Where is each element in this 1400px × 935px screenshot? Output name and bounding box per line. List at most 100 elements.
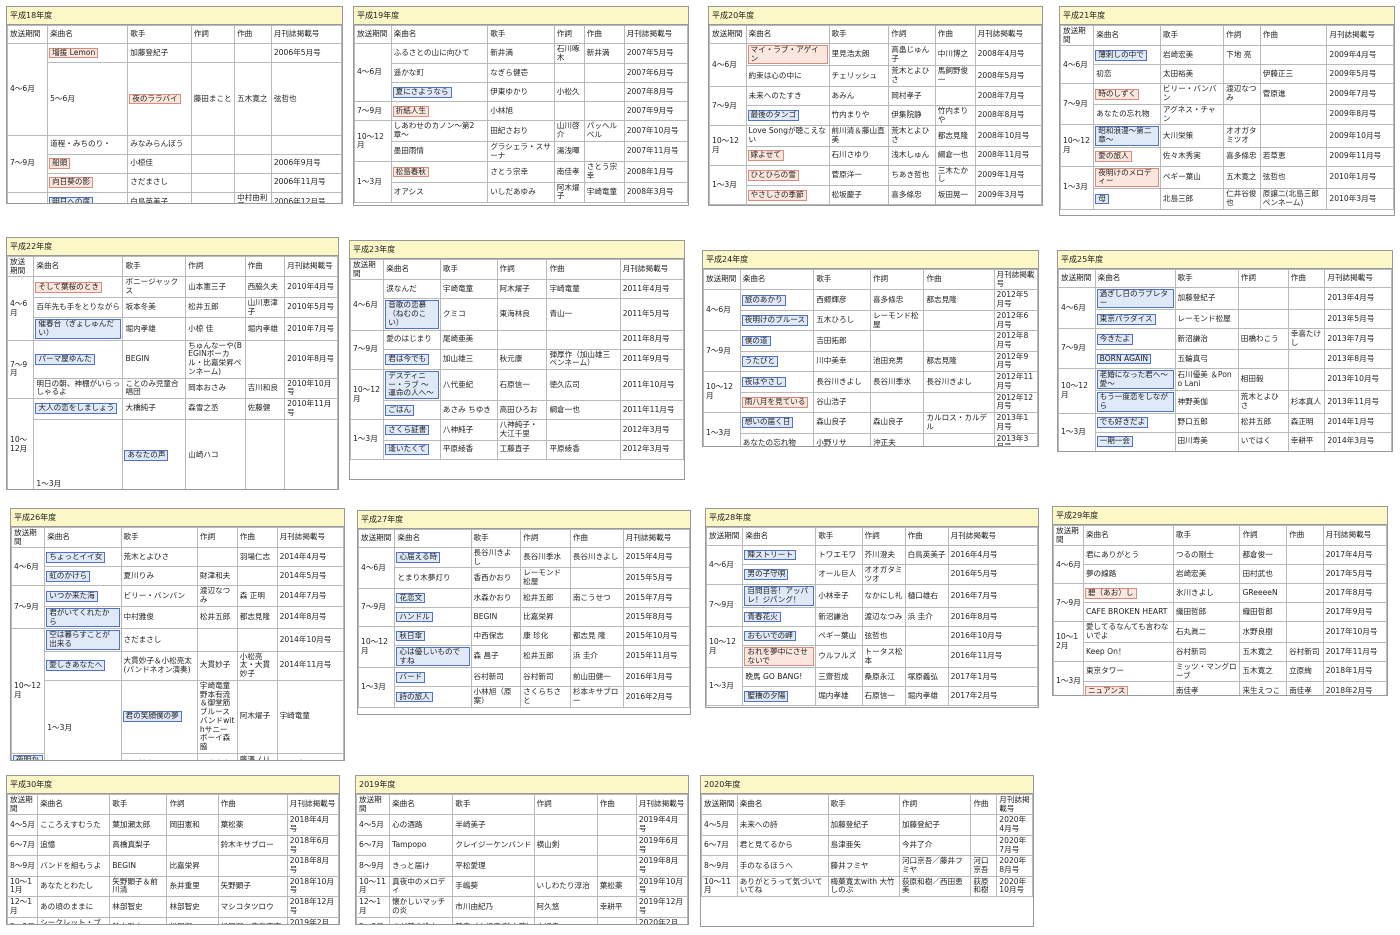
song-title-cell: 碧（あお）し bbox=[1082, 583, 1174, 604]
table-row: 雨八月を見ている 谷山浩子 2012年12月号 bbox=[704, 391, 1038, 414]
issue-cell: 2013年1月号 bbox=[993, 412, 1038, 434]
lyricist-cell: 岡本おさみ bbox=[185, 377, 246, 400]
period-cell: 7〜9月 bbox=[706, 584, 744, 627]
song-title-cell: 詩の旅人 bbox=[394, 686, 472, 708]
issue-cell: 2009年8月号 bbox=[1326, 103, 1394, 126]
song-title-cell: Keep On！ bbox=[1082, 641, 1174, 662]
issue-cell: 2019年2月号 bbox=[286, 916, 339, 924]
lyricist-cell: 岡村孝子 bbox=[888, 85, 936, 106]
composer-cell: 竹内まりや bbox=[934, 104, 976, 127]
lyricist-cell: 渡辺なつみ bbox=[1223, 83, 1261, 105]
composer-cell bbox=[1259, 103, 1328, 126]
song-title-cell: デスティニー・ラブ 〜運命の人へ〜 bbox=[383, 369, 441, 402]
singer-cell: 平松愛理 bbox=[452, 855, 535, 877]
singer-cell: オール巨人 bbox=[815, 563, 863, 586]
lyricist-cell: 伊集院静 bbox=[888, 104, 936, 127]
song-title: 虹のかけら bbox=[46, 571, 91, 582]
table-row: 夜明けのブルース 五木ひろし レーモンド松屋 2012年6月号 bbox=[704, 309, 1038, 332]
song-title-cell: でも好きだよ bbox=[1094, 412, 1176, 433]
table-row: とまり木夢灯り 香西かおり レーモンド松屋 2015年5月号 bbox=[359, 567, 690, 589]
table-row: おれを夢中にさせないで ウルフルズ トータス松本 2016年11月号 bbox=[707, 644, 1038, 669]
song-title: ニュアンス bbox=[1084, 685, 1129, 695]
song-title: 時のしずく bbox=[1095, 88, 1140, 100]
table-row: 4〜6月 増援 Lemon 加藤登紀子 2006年5月号 bbox=[7, 43, 342, 136]
song-title: 追憶 bbox=[40, 840, 56, 850]
issue-cell: 2011年11月号 bbox=[619, 400, 684, 421]
lyricist-cell: 康 珍化 bbox=[520, 625, 571, 646]
panel-title: 平成29年度 bbox=[1053, 507, 1387, 525]
issue-cell: 2016年1月号 bbox=[622, 667, 690, 688]
song-title: 想いの届く日 bbox=[741, 417, 794, 429]
year-panel: 平成30年度 放送期間 楽曲名 歌手 作詞 作曲 月刊誌掲載号 4〜5月 こころえすむうた 葉加瀬… bbox=[6, 775, 340, 925]
song-title: 愛してるなんても言わないでよ bbox=[1085, 622, 1169, 641]
lyricist-cell bbox=[244, 418, 286, 489]
singer-cell: 高橋真梨子 bbox=[109, 834, 168, 857]
period-cell: 10〜11月 bbox=[7, 875, 39, 898]
panel-title: 平成25年度 bbox=[1058, 251, 1392, 269]
singer-cell: 小林旭（原案） bbox=[470, 686, 522, 708]
composer-cell: 荻原和樹 bbox=[970, 875, 998, 898]
composer-cell: 塚原義弘 bbox=[904, 667, 949, 688]
composer-cell: 矢野顕子 bbox=[217, 875, 288, 898]
lyricist-cell: 森雪之丞 bbox=[185, 398, 246, 420]
song-title: 空は暮らすことが出来る bbox=[46, 630, 120, 650]
song-title: バンドを組もうよ bbox=[40, 860, 102, 870]
table-row: うたびと 川中美幸 池田充男 都志見隆 2012年9月号 bbox=[704, 350, 1038, 373]
song-title: いつか来た海 bbox=[46, 590, 98, 602]
period-cell: 8〜9月 bbox=[356, 855, 391, 877]
lyricist-cell: 阿木燿子 bbox=[236, 679, 278, 754]
song-title: パーマ屋ゆんた bbox=[35, 353, 95, 365]
composer-cell: 弦哲也 bbox=[270, 62, 342, 136]
lyricist-cell: 財津和夫 bbox=[196, 566, 238, 587]
lyricist-cell: 東海林良 bbox=[496, 298, 548, 331]
song-title-cell: 愛のはじまり bbox=[383, 329, 441, 350]
lyricist-cell: 比嘉栄昇 bbox=[166, 855, 219, 877]
lyricist-cell: 長谷川季水 bbox=[520, 546, 571, 569]
lyricist-cell: 河口京吾／藤井フミヤ bbox=[898, 855, 972, 877]
table-row: 1〜3月あなたの声山崎ハコ2011年1月号 bbox=[8, 418, 338, 489]
column-header: 作詞 bbox=[190, 25, 236, 44]
column-header: 作詞 bbox=[898, 793, 972, 816]
song-title: 碧（あお）し bbox=[1084, 588, 1137, 599]
composer-cell bbox=[546, 419, 621, 441]
composer-cell bbox=[596, 814, 637, 836]
year-panel: 2019年度 放送期間 楽曲名 歌手 作詞 作曲 月刊誌掲載号 4〜5月 心の酒路 半崎美子 201… bbox=[355, 775, 689, 925]
column-header: 月刊誌掲載号 bbox=[1324, 269, 1392, 288]
song-title-cell: 折紙人生 bbox=[390, 101, 489, 122]
composer-cell: 吉川和良 bbox=[244, 377, 286, 400]
singer-cell: 鈴木雅之 bbox=[109, 916, 168, 924]
table-row: 2〜3月まだ夢の途中 茂忠（小坂忠/鈴木茂）小坂忠 2020年2月号 bbox=[356, 916, 688, 924]
table-row: 夏にさようなら 伊東ゆかり 小松久 2007年8月号 bbox=[355, 82, 688, 103]
lyricist-cell: 山川啓介 bbox=[553, 120, 585, 142]
song-title: 母 bbox=[1095, 193, 1109, 205]
singer-cell: 南佳孝 bbox=[1172, 681, 1241, 695]
singer-cell: 五輪真弓 bbox=[1174, 348, 1239, 369]
song-title-cell: 虹のかけら bbox=[44, 566, 122, 587]
period-cell: 10〜12月 bbox=[1058, 367, 1096, 414]
song-title-cell: 嫁よせて bbox=[745, 145, 830, 166]
table-row: 7〜9月 折紙人生 小林旭 2007年9月号 bbox=[354, 101, 688, 122]
composer-cell bbox=[904, 563, 949, 586]
song-title-cell: 増援 Lemon bbox=[47, 43, 129, 63]
composer-cell bbox=[970, 814, 998, 836]
song-title: 百年先も手をとりながら bbox=[36, 302, 120, 312]
issue-cell: 2006年5月号 bbox=[270, 43, 342, 63]
song-title-cell: 明日の朝、神棚がいらっしゃるよ bbox=[33, 377, 124, 400]
period-cell: 10〜12月 bbox=[7, 398, 35, 489]
lyricist-cell: 渡辺なつみ bbox=[861, 606, 906, 627]
table-row: 10〜12月 夜はやさし 長谷川きよし 長谷川季水 長谷川きよし 2012年11月号 bbox=[703, 371, 1038, 414]
song-title: 薄刺しの中で bbox=[1095, 50, 1147, 61]
column-header: 楽曲名 bbox=[383, 258, 441, 281]
table-row: 最後のタンゴ 竹内まりや 伊集院静 竹内まりや 2008年8月号 bbox=[710, 104, 1042, 127]
lyricist-cell: 下地 亮 bbox=[1223, 45, 1261, 66]
song-table: 放送期間 楽曲名 歌手 作詞 作曲 月刊誌掲載号 4〜6月 君にありがとう つるの剛士 都倉俊一 2… bbox=[1053, 524, 1387, 695]
issue-cell: 2013年10月号 bbox=[1324, 367, 1392, 392]
table-row: 10〜11月 真夜中のメロディ 手嶋葵 いしわたり淳治 葉松薬 2019年10月号 bbox=[356, 875, 688, 898]
column-header: 月刊誌掲載号 bbox=[619, 258, 684, 281]
column-header: 放送期間 bbox=[1053, 524, 1084, 547]
issue-cell: 2009年1月号 bbox=[974, 164, 1042, 187]
period-cell: 10〜12月 bbox=[7, 191, 49, 203]
song-title: 折紙人生 bbox=[392, 106, 429, 117]
column-header: 放送期間 bbox=[1058, 269, 1096, 288]
singer-cell: 佐々木秀実 bbox=[1159, 146, 1225, 167]
